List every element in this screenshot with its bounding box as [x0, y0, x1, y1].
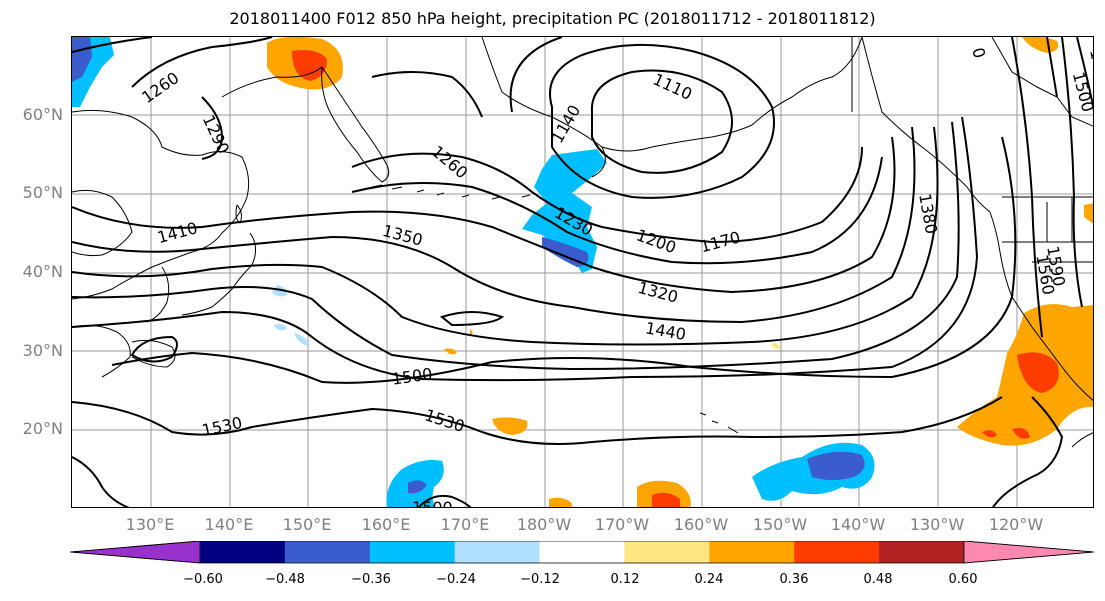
colorbar-segment	[794, 541, 880, 563]
contour-label: 1170	[698, 227, 742, 256]
colorbar-segment	[200, 541, 286, 563]
colorbar-segment	[879, 541, 965, 563]
colorbar-segment	[454, 541, 541, 563]
colorbar-tick-label: −0.48	[265, 572, 305, 587]
colorbar-tick-label: −0.36	[351, 572, 391, 587]
contour-label: 1500	[1069, 70, 1094, 114]
contour-label: 1320	[636, 278, 680, 307]
lon-label-130e: 130°E	[125, 515, 175, 534]
colorbar-segment	[369, 541, 456, 563]
colorbar	[70, 541, 1094, 564]
lon-label-120w: 120°W	[988, 515, 1044, 534]
height-contours	[72, 37, 1093, 507]
figure-title: 2018011400 F012 850 hPa height, precipit…	[229, 9, 876, 28]
contour-label: 1110	[650, 69, 695, 103]
coastlines	[72, 37, 1093, 448]
contour-label: 1290	[199, 112, 233, 157]
colorbar-tick-label: 0.36	[779, 572, 809, 587]
contour-label: 1440	[644, 318, 687, 344]
colorbar-segment	[709, 541, 795, 563]
lon-label-160e: 160°E	[361, 515, 411, 534]
map-canvas: 1260 1290 1260 1410 1350 1230 1200 1170 …	[72, 37, 1094, 508]
colorbar-extend-low	[70, 541, 201, 564]
colorbar-tick-label: −0.24	[436, 572, 476, 587]
map-panel: 1260 1290 1260 1410 1350 1230 1200 1170 …	[71, 36, 1094, 508]
contour-label: 1470	[1086, 48, 1094, 91]
graticule	[72, 37, 1093, 507]
lat-label-50n: 50°N	[22, 183, 63, 202]
lon-label-180w: 180°W	[516, 515, 572, 534]
colorbar-tick-label: −0.12	[520, 572, 560, 587]
contour-label: 1260	[138, 68, 182, 107]
colorbar-tick-label: −0.60	[183, 572, 223, 587]
lon-label-140e: 140°E	[204, 515, 254, 534]
colorbar-segment	[284, 541, 371, 563]
lon-label-160w: 160°W	[673, 515, 729, 534]
lon-label-170e: 170°E	[440, 515, 490, 534]
contour-label: 0	[968, 46, 989, 61]
contour-label: 1530	[200, 413, 244, 440]
lat-label-60n: 60°N	[22, 105, 63, 124]
lon-label-150e: 150°E	[282, 515, 332, 534]
colorbar-segment	[624, 541, 710, 563]
contour-label: 1530	[422, 405, 467, 436]
colorbar-tick-label: 0.60	[948, 572, 978, 587]
contour-label: 1500	[391, 364, 434, 388]
colorbar-tick-label: 0.48	[863, 572, 893, 587]
contour-label: 1260	[428, 142, 471, 183]
colorbar-extend-high	[963, 541, 1094, 564]
lat-label-20n: 20°N	[22, 419, 63, 438]
lon-label-130w: 130°W	[909, 515, 965, 534]
lon-label-140w: 140°W	[830, 515, 886, 534]
lon-label-150w: 150°W	[752, 515, 808, 534]
lat-label-30n: 30°N	[22, 341, 63, 360]
colorbar-segment	[539, 541, 625, 563]
contour-label: 1410	[155, 218, 199, 247]
lon-label-170w: 170°W	[594, 515, 650, 534]
colorbar-tick-label: 0.12	[610, 572, 640, 587]
contour-label: 1500	[412, 498, 453, 508]
colorbar-tick-label: 0.24	[694, 572, 724, 587]
lat-label-40n: 40°N	[22, 262, 63, 281]
contour-label: 1200	[634, 225, 679, 257]
colorbar-segments	[70, 541, 1094, 564]
colorbar-outline	[70, 541, 1094, 564]
